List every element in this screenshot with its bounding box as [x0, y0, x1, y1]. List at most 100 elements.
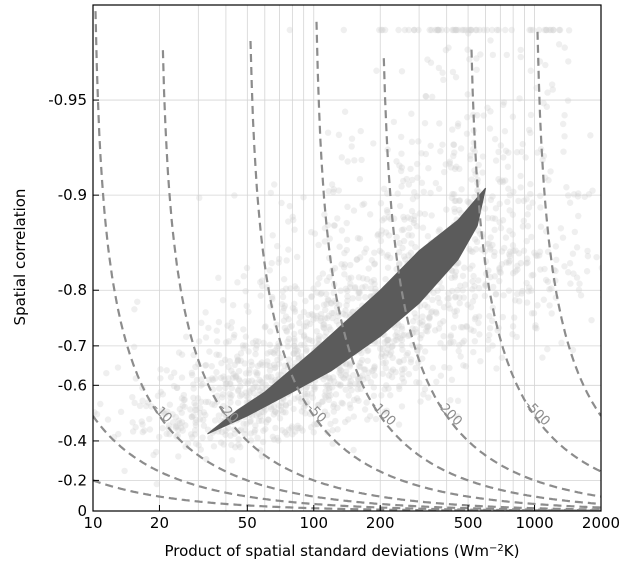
scatter-point	[347, 405, 353, 411]
scatter-point	[566, 27, 572, 33]
scatter-point	[498, 269, 504, 275]
scatter-point	[131, 400, 137, 406]
scatter-point	[503, 234, 509, 240]
scatter-point	[420, 225, 426, 231]
scatter-point	[179, 419, 185, 425]
contour-label: -500	[521, 398, 552, 429]
scatter-point	[308, 229, 314, 235]
scatter-point	[500, 154, 506, 160]
scatter-point	[491, 253, 497, 259]
scatter-point	[472, 236, 478, 242]
scatter-point	[235, 357, 241, 363]
scatter-point	[347, 262, 353, 268]
scatter-point	[432, 327, 438, 333]
scatter-point	[332, 418, 338, 424]
scatter-point	[458, 145, 464, 151]
scatter-point	[361, 201, 367, 207]
scatter-point	[139, 398, 145, 404]
scatter-point	[177, 406, 183, 412]
scatter-point	[381, 215, 387, 221]
scatter-point	[506, 207, 512, 213]
scatter-point	[267, 328, 273, 334]
scatter-point	[347, 381, 353, 387]
scatter-point	[287, 400, 293, 406]
scatter-point	[118, 409, 124, 415]
scatter-point	[549, 310, 555, 316]
scatter-point	[455, 398, 461, 404]
scatter-point	[301, 323, 307, 329]
x-tick-label: 50	[238, 514, 257, 532]
scatter-point	[383, 359, 389, 365]
scatter-point	[220, 297, 226, 303]
scatter-point	[441, 364, 447, 370]
scatter-point	[154, 481, 160, 487]
scatter-point	[492, 216, 498, 222]
scatter-point	[355, 398, 361, 404]
scatter-point	[560, 148, 566, 154]
scatter-point	[396, 162, 402, 168]
scatter-point	[462, 27, 468, 33]
scatter-point	[408, 356, 414, 362]
scatter-point	[449, 126, 455, 132]
scatter-point	[537, 193, 543, 199]
scatter-point	[367, 413, 373, 419]
scatter-point	[467, 265, 473, 271]
scatter-point	[287, 285, 293, 291]
x-tick-label: 20	[150, 514, 169, 532]
scatter-point	[401, 379, 407, 385]
scatter-point	[359, 357, 365, 363]
scatter-point	[345, 416, 351, 422]
scatter-point	[290, 406, 296, 412]
scatter-point	[314, 328, 320, 334]
scatter-point	[510, 323, 516, 329]
scatter-point	[468, 176, 474, 182]
scatter-point	[411, 310, 417, 316]
scatter-point	[449, 195, 455, 201]
scatter-point	[510, 248, 516, 254]
scatter-point	[611, 272, 617, 278]
scatter-point	[510, 242, 516, 248]
scatter-point	[121, 468, 127, 474]
scatter-point	[553, 243, 559, 249]
scatter-point	[267, 267, 273, 273]
scatter-point	[332, 222, 338, 228]
scatter-point	[350, 295, 356, 301]
scatter-point	[538, 224, 544, 230]
scatter-point	[492, 136, 498, 142]
scatter-point	[277, 355, 283, 361]
scatter-point	[211, 443, 217, 449]
scatter-point	[510, 114, 516, 120]
scatter-point	[298, 291, 304, 297]
scatter-point	[419, 180, 425, 186]
scatter-point	[525, 223, 531, 229]
scatter-point	[379, 351, 385, 357]
scatter-point	[253, 369, 259, 375]
scatter-point	[517, 173, 523, 179]
scatter-point	[214, 328, 220, 334]
scatter-point	[500, 179, 506, 185]
scatter-point	[502, 27, 508, 33]
scatter-point	[427, 190, 433, 196]
scatter-point	[209, 363, 215, 369]
scatter-point	[242, 431, 248, 437]
scatter-point	[179, 427, 185, 433]
scatter-point	[306, 337, 312, 343]
scatter-point	[574, 244, 580, 250]
scatter-point	[371, 249, 377, 255]
scatter-point	[260, 439, 266, 445]
scatter-point	[407, 166, 413, 172]
scatter-point	[408, 250, 414, 256]
scatter-point	[337, 382, 343, 388]
scatter-point	[175, 453, 181, 459]
scatter-point	[235, 441, 241, 447]
scatter-point	[516, 95, 522, 101]
scatter-point	[430, 365, 436, 371]
scatter-point	[342, 109, 348, 115]
scatter-point	[200, 417, 206, 423]
scatter-point	[350, 447, 356, 453]
scatter-point	[382, 27, 388, 33]
scatter-point	[398, 134, 404, 140]
scatter-point	[458, 186, 464, 192]
scatter-point	[473, 67, 479, 73]
scatter-point	[504, 52, 510, 58]
